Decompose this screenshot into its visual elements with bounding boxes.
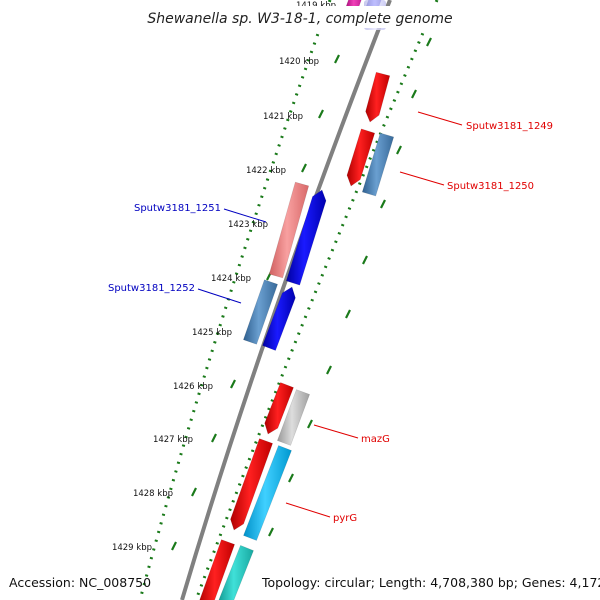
tick-dash (191, 487, 197, 497)
tick-dash (326, 365, 332, 375)
tick-dash (380, 199, 386, 209)
gene-red-large[interactable] (230, 438, 273, 531)
tick-label: 1420 kbp (279, 57, 319, 67)
gene-label-sputw3181-1252[interactable]: Sputw3181_1252 (108, 283, 195, 294)
gene-mazg[interactable] (277, 389, 310, 446)
tick-label: 1421 kbp (263, 112, 303, 122)
gene-sputw3181-1250[interactable] (361, 132, 395, 197)
gene-sputw3181-1251[interactable] (268, 181, 310, 279)
tick-label: 1426 kbp (173, 382, 213, 392)
gene-sputw3181-1250-red[interactable] (346, 128, 376, 187)
gene-label-mazg[interactable]: mazG (361, 434, 390, 445)
tick-label: 1427 kbp (153, 435, 193, 445)
tick-label: 1423 kbp (228, 220, 268, 230)
tick-label: 1428 kbp (133, 489, 173, 499)
gene-pyrg[interactable] (243, 445, 292, 541)
tick-label: 1424 kbp (211, 274, 251, 284)
accession-text: Accession: NC_008750 (9, 575, 151, 590)
title-backdrop (140, 6, 460, 28)
gene-label-sputw3181-1250[interactable]: Sputw3181_1250 (447, 181, 534, 192)
tick-label: 1425 kbp (192, 328, 232, 338)
gene-blue-2[interactable] (262, 286, 296, 351)
topology-text: Topology: circular; Length: 4,708,380 bp… (261, 575, 600, 590)
tick-dash (345, 309, 351, 319)
tick-dash (230, 379, 236, 389)
tick-dash (171, 541, 177, 551)
tick-dash (411, 89, 417, 99)
gene-teal-bottom[interactable] (218, 545, 254, 600)
map-title: Shewanella sp. W3-18-1, complete genome (147, 11, 452, 27)
tick-dash (301, 163, 307, 173)
genome-backbone (180, 0, 392, 600)
tick-dash (307, 419, 313, 429)
tick-dash (268, 527, 274, 537)
gene-sputw3181-1252[interactable] (243, 279, 278, 345)
label-leaders (197, 111, 463, 518)
gene-label-pyrg[interactable]: pyrG (333, 513, 357, 524)
tick-dash (288, 473, 294, 483)
gene-label-sputw3181-1251[interactable]: Sputw3181_1251 (134, 203, 221, 214)
gene-blue-1[interactable] (285, 189, 327, 286)
gene-label-sputw3181-1249[interactable]: Sputw3181_1249 (466, 121, 553, 132)
tick-dash (426, 37, 432, 47)
tick-dash (362, 255, 368, 265)
tick-label: 1429 kbp (112, 543, 152, 553)
tick-dash (334, 54, 340, 64)
gene-red-bottom[interactable] (198, 539, 235, 600)
tick-label: 1422 kbp (246, 166, 286, 176)
tick-dash (396, 145, 402, 155)
gene-red-mazg-left[interactable] (264, 382, 294, 435)
gene-sputw3181-1249[interactable] (365, 71, 391, 123)
tick-dash (318, 109, 324, 119)
tick-marks (171, 37, 432, 551)
tick-dash (211, 433, 217, 443)
